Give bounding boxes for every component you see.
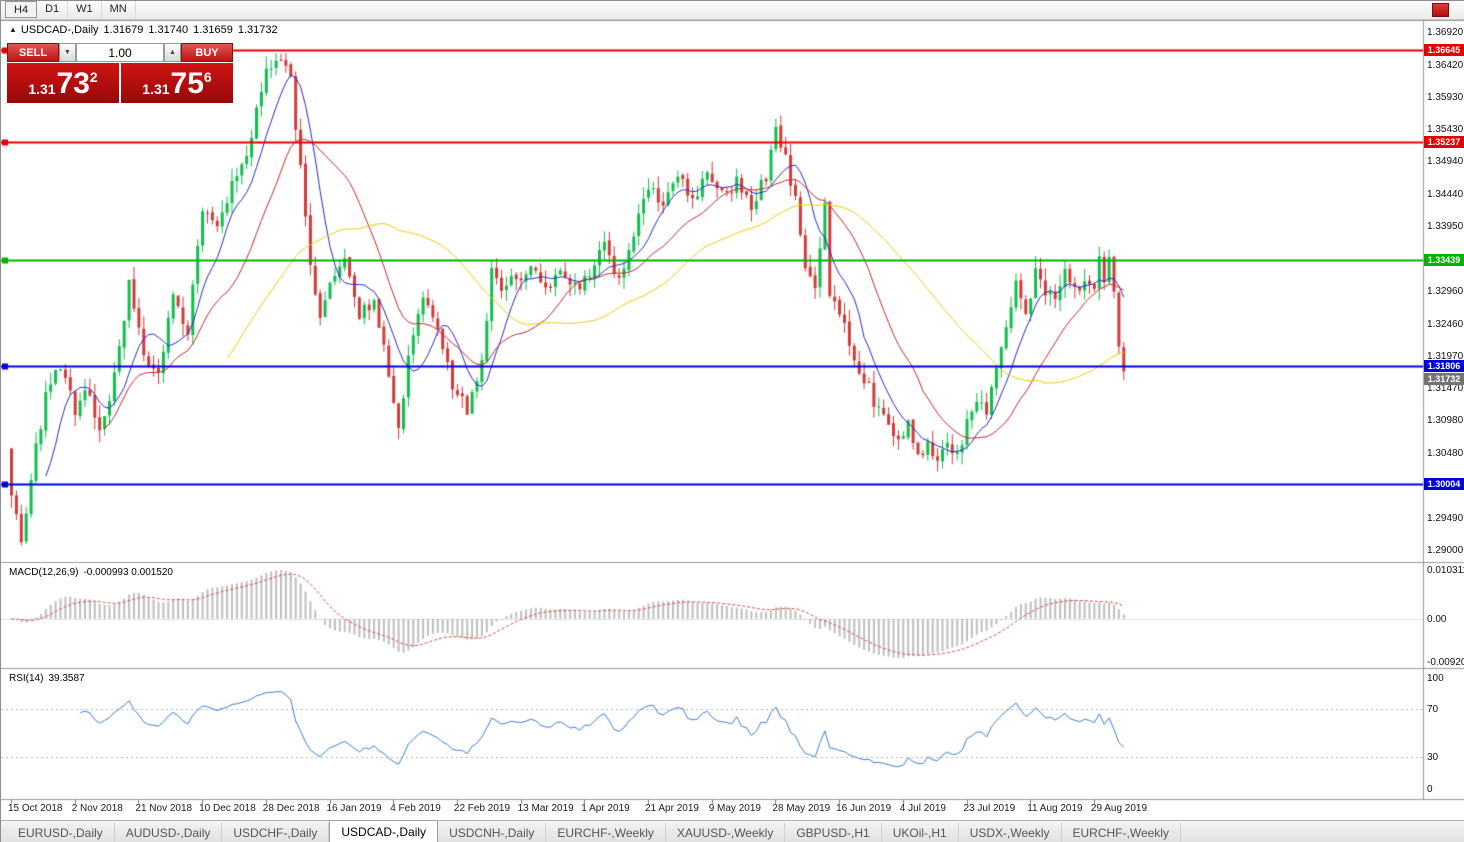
rsi-label: RSI(14)	[9, 673, 44, 684]
buy-price-pip: 6	[203, 69, 212, 85]
one-click-trading-panel: SELL ▼ ▲ BUY 1.31 73 2 1.31 75 6	[7, 43, 233, 103]
macd-indicator-header: MACD(12,26,9) -0.000993 0.001520	[9, 567, 173, 578]
high-value: 1.31740	[148, 24, 189, 36]
symbol-title: USDCAD-,Daily	[20, 24, 99, 36]
volume-up-button[interactable]: ▲	[164, 43, 181, 62]
chart-tab-bar: EURUSD-,Daily AUDUSD-,Daily USDCHF-,Daily U…	[1, 820, 1464, 842]
chart-tab-xauusd-weekly[interactable]: XAUUSD-,Weekly	[666, 823, 786, 842]
open-value: 1.31679	[103, 24, 144, 36]
chart-tab-gbpusd-h1[interactable]: GBPUSD-,H1	[785, 823, 882, 842]
trade-prices-row: 1.31 73 2 1.31 75 6	[7, 63, 233, 103]
buy-button[interactable]: BUY	[181, 43, 233, 62]
timeframe-toolbar: H4 D1 W1 MN	[1, 1, 1464, 20]
close-value: 1.31732	[237, 24, 278, 36]
price-chart-canvas[interactable]	[1, 20, 1464, 820]
sell-button[interactable]: SELL	[7, 43, 59, 62]
macd-label: MACD(12,26,9)	[9, 567, 79, 578]
sell-price-display[interactable]: 1.31 73 2	[7, 63, 119, 103]
trade-controls-row: SELL ▼ ▲ BUY	[7, 43, 233, 62]
sell-price-prefix: 1.31	[28, 81, 56, 97]
buy-price-main: 75	[170, 67, 204, 100]
alert-red-button[interactable]	[1432, 3, 1449, 17]
collapse-arrow-icon[interactable]: ▲	[9, 25, 17, 34]
chart-tab-audusd-daily[interactable]: AUDUSD-,Daily	[115, 823, 223, 842]
chart-tab-eurchf-weekly[interactable]: EURCHF-,Weekly	[546, 823, 666, 842]
chart-tab-eurusd-daily[interactable]: EURUSD-,Daily	[7, 823, 115, 842]
timeframe-button-d1[interactable]: D1	[37, 1, 69, 18]
timeframe-button-h4[interactable]: H4	[5, 1, 38, 18]
buy-price-prefix: 1.31	[142, 81, 170, 97]
chart-tab-usdcnh-daily[interactable]: USDCNH-,Daily	[438, 823, 547, 842]
chart-tab-usdcad-daily[interactable]: USDCAD-,Daily	[329, 820, 439, 842]
chart-ohlc-header: ▲ USDCAD-,Daily 1.31679 1.31740 1.31659 1.317…	[9, 24, 283, 36]
rsi-indicator-header: RSI(14) 39.3587	[9, 673, 85, 684]
rsi-value: 39.3587	[48, 673, 85, 684]
chart-tab-usdx-weekly[interactable]: USDX-,Weekly	[959, 823, 1062, 842]
sell-price-pip: 2	[89, 69, 98, 85]
chart-tab-usdchf-daily[interactable]: USDCHF-,Daily	[222, 823, 330, 842]
sell-price-main: 73	[56, 67, 90, 100]
buy-price-display[interactable]: 1.31 75 6	[121, 63, 233, 103]
chart-tab-ukoil-h1[interactable]: UKOil-,H1	[882, 823, 959, 842]
macd-values: -0.000993 0.001520	[83, 567, 173, 578]
chart-tab-eurchf-weekly[interactable]: EURCHF-,Weekly	[1062, 823, 1181, 842]
volume-down-button[interactable]: ▼	[59, 43, 76, 62]
low-value: 1.31659	[193, 24, 233, 36]
volume-input[interactable]	[76, 43, 164, 62]
timeframe-button-w1[interactable]: W1	[68, 1, 102, 18]
timeframe-button-mn[interactable]: MN	[102, 1, 136, 18]
